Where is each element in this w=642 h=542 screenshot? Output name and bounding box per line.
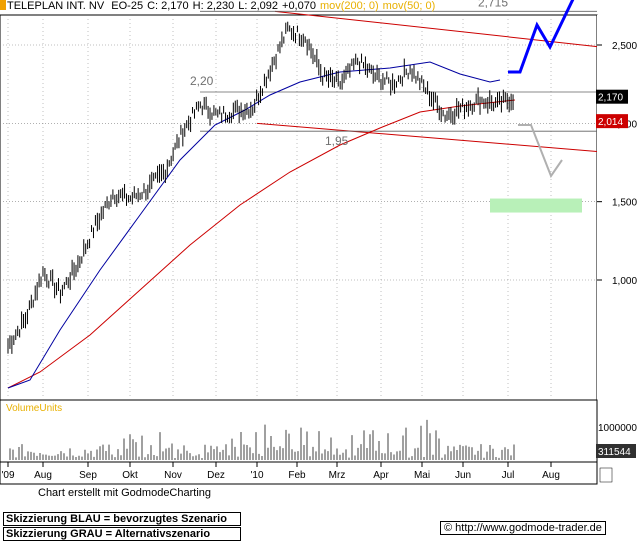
time-axis-label: Jun <box>455 470 471 481</box>
level-label: 1,95 <box>325 134 349 148</box>
level-label: 2,20 <box>190 74 214 88</box>
ma200-legend: mov(200; 0) <box>319 0 379 12</box>
time-axis-label: Okt <box>122 470 138 481</box>
high-value: H: 2,230 <box>192 0 235 12</box>
time-axis-label: Feb <box>288 470 306 481</box>
ma50-legend: mov(50; 0) <box>382 0 436 12</box>
level-label: 2,715 <box>478 0 508 9</box>
close-value: C: 2,170 <box>147 0 189 12</box>
chart-header: TELEPLAN INT. NV EO-25 C: 2,170 H: 2,230 L:… <box>0 0 439 15</box>
price-tag-label: 2,170 <box>598 93 623 104</box>
instrument-title: TELEPLAN INT. NV <box>7 0 105 12</box>
chart-credit: Chart erstellt mit GodmodeCharting <box>38 487 212 499</box>
godmode-logo-icon <box>599 467 613 483</box>
ma200-line <box>7 99 516 389</box>
price-axis-label: 2,500 <box>612 41 637 52</box>
scenario-notes: Skizzierung BLAU = bevorzugtes Szenario … <box>3 512 241 542</box>
price-tag-label: 2,014 <box>598 117 623 128</box>
time-axis-label: Apr <box>373 470 389 481</box>
target-zone <box>490 198 582 213</box>
source-link[interactable]: © http://www.godmode-trader.de <box>440 521 606 535</box>
time-axis-label: '10 <box>250 470 263 481</box>
time-axis-label: Dez <box>207 470 225 481</box>
volume-last-label: 311544 <box>598 447 631 458</box>
note-blue: Skizzierung BLAU = bevorzugtes Szenario <box>3 512 241 526</box>
time-axis-label: Mai <box>414 470 430 481</box>
ma50-line <box>7 61 501 389</box>
time-axis-label: Sep <box>79 470 97 481</box>
time-axis-label: Nov <box>164 470 182 481</box>
time-axis-label: Aug <box>34 470 52 481</box>
price-tag-box <box>596 89 628 104</box>
time-axis-label: '09 <box>1 470 14 481</box>
note-gray: Skizzierung GRAU = Alternativszenario <box>3 527 241 541</box>
volume-axis-label: 1000000 <box>598 423 637 434</box>
upper-trendline <box>274 10 598 48</box>
price-axis-label: 1,500 <box>612 198 637 209</box>
price-tag-box <box>596 114 628 129</box>
volume-label: VolumeUnits <box>6 403 62 414</box>
time-axis <box>0 461 598 485</box>
price-axis-label: 1,000 <box>612 276 637 287</box>
time-axis-label: Mrz <box>329 470 346 481</box>
price-axis-area <box>597 15 642 400</box>
exchange-code: EO-25 <box>111 0 144 12</box>
low-value: L: 2,092 <box>238 0 279 12</box>
header-icon <box>0 0 6 10</box>
time-axis-label: Aug <box>542 470 560 481</box>
change-value: +0,070 <box>282 0 316 12</box>
time-axis-label: Jul <box>502 470 515 481</box>
blue-scenario-path <box>508 0 575 74</box>
gray-scenario-path <box>518 124 563 179</box>
volume-last-box <box>596 444 636 458</box>
